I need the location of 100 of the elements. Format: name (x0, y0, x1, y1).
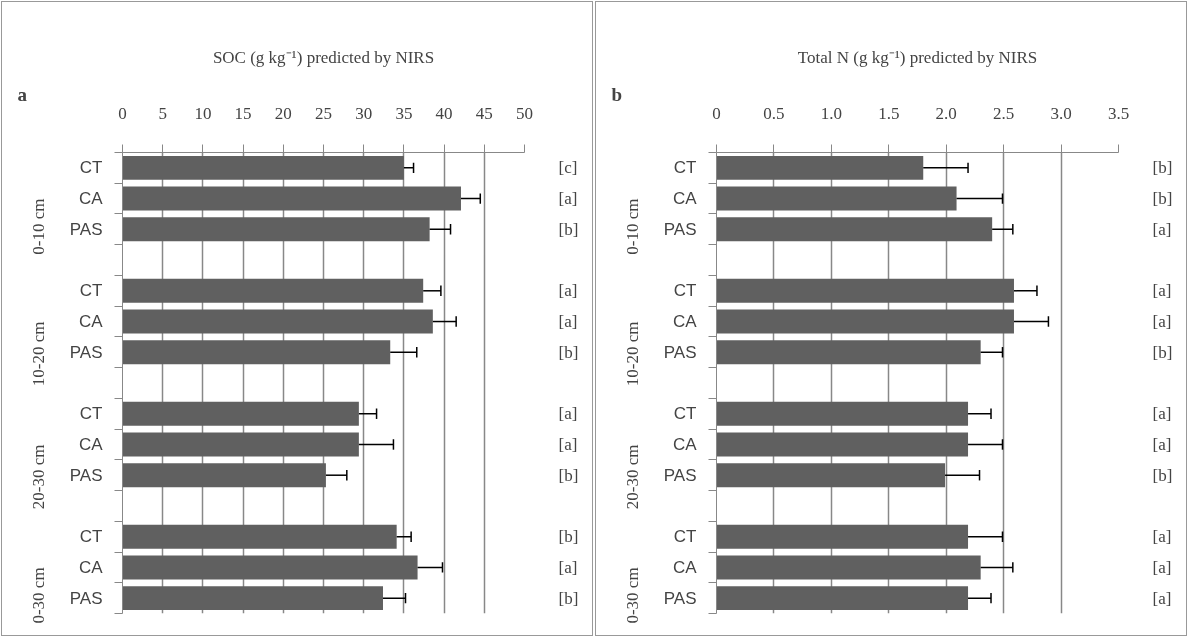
y-tick-label: CA (78, 557, 104, 577)
data-label: [a] (558, 281, 578, 301)
text: 10-20 cm (29, 321, 48, 387)
bar (716, 278, 1014, 303)
x-tick-label: 50 (516, 103, 533, 123)
data-label: [b] (1152, 465, 1173, 485)
bar (122, 309, 433, 334)
data-label: [a] (558, 189, 578, 209)
x-tick-label: 45 (475, 103, 493, 123)
bar (716, 186, 957, 211)
y-tick-label: PAS (663, 588, 697, 608)
bar (122, 432, 359, 457)
y-tick-label: PAS (663, 465, 697, 485)
bar (716, 432, 969, 457)
data-label: [b] (1152, 158, 1173, 178)
text: 0-10 cm (29, 198, 48, 255)
x-tick-label: 30 (355, 103, 373, 123)
bar (122, 217, 430, 242)
data-label: [c] (558, 158, 578, 178)
bar (716, 463, 946, 488)
y-tick-label: CA (78, 189, 104, 209)
data-label: [b] (558, 465, 579, 485)
bar (122, 155, 404, 180)
x-tick-label: 1.0 (820, 103, 842, 123)
bar (122, 401, 359, 426)
y-tick-label: CT (673, 281, 697, 301)
data-label: [a] (1152, 557, 1172, 577)
y-tick-label: CT (673, 527, 697, 547)
data-label: [a] (1152, 588, 1172, 608)
y-tick-label: PAS (69, 588, 103, 608)
y-tick-label: PAS (69, 465, 103, 485)
data-label: [a] (1152, 404, 1172, 424)
data-label: [a] (1152, 312, 1172, 332)
x-tick-label: 1.5 (878, 103, 900, 123)
y-tick-label: CT (79, 404, 103, 424)
bar (716, 555, 981, 580)
x-tick-label: 0 (712, 103, 721, 123)
bar (122, 586, 383, 611)
text: a (17, 83, 28, 105)
chart-title: SOC (g kg⁻¹) predicted by NIRS (212, 47, 435, 67)
data-label: [b] (558, 342, 579, 362)
x-tick-label: 35 (395, 103, 413, 123)
text: 0-30 cm (29, 567, 48, 624)
x-tick-label: 0 (118, 103, 127, 123)
x-tick-label: 3.0 (1050, 103, 1072, 123)
bar (716, 309, 1014, 334)
bar (122, 524, 397, 549)
bar (716, 340, 981, 365)
y-tick-label: CA (672, 557, 698, 577)
x-tick-label: 10 (194, 103, 212, 123)
y-tick-label: PAS (663, 342, 697, 362)
y-tick-label: CA (672, 312, 698, 332)
y-tick-label: CT (79, 527, 103, 547)
x-tick-label: 15 (234, 103, 252, 123)
y-tick-label: CT (673, 404, 697, 424)
bar (122, 278, 424, 303)
chart-title: Total N (g kg⁻¹) predicted by NIRS (797, 47, 1038, 67)
data-label: [a] (558, 404, 578, 424)
y-tick-label: CA (672, 189, 698, 209)
data-label: [a] (558, 312, 578, 332)
bar (122, 340, 391, 365)
y-tick-label: CT (673, 158, 697, 178)
data-label: [a] (1152, 527, 1172, 547)
data-label: [b] (1152, 342, 1173, 362)
x-tick-label: 2.0 (935, 103, 957, 123)
data-label: [a] (558, 557, 578, 577)
data-label: [a] (1152, 219, 1172, 239)
y-tick-label: PAS (663, 219, 697, 239)
bar (716, 586, 969, 611)
y-tick-label: PAS (69, 219, 103, 239)
y-tick-label: PAS (69, 342, 103, 362)
text: 20-30 cm (623, 444, 642, 510)
bar (716, 155, 924, 180)
y-tick-label: CT (79, 281, 103, 301)
x-tick-label: 20 (274, 103, 292, 123)
y-tick-label: CA (672, 434, 698, 454)
bar (716, 401, 969, 426)
y-tick-label: CT (79, 158, 103, 178)
y-tick-label: CA (78, 434, 104, 454)
text: 0-30 cm (623, 567, 642, 624)
bar (122, 555, 418, 580)
data-label: [a] (1152, 281, 1172, 301)
text: 0-10 cm (623, 198, 642, 255)
bar (122, 186, 461, 211)
text: 20-30 cm (29, 444, 48, 510)
bar (716, 217, 993, 242)
x-tick-label: 2.5 (993, 103, 1015, 123)
data-label: [a] (1152, 434, 1172, 454)
x-tick-label: 0.5 (763, 103, 785, 123)
bar (716, 524, 969, 549)
data-label: [b] (1152, 189, 1173, 209)
bar (122, 463, 326, 488)
y-tick-label: CA (78, 312, 104, 332)
data-label: [a] (558, 434, 578, 454)
data-label: [b] (558, 527, 579, 547)
text: b (611, 83, 623, 105)
x-tick-label: 5 (158, 103, 167, 123)
data-label: [b] (558, 588, 579, 608)
x-tick-label: 40 (435, 103, 453, 123)
x-tick-label: 25 (315, 103, 332, 123)
